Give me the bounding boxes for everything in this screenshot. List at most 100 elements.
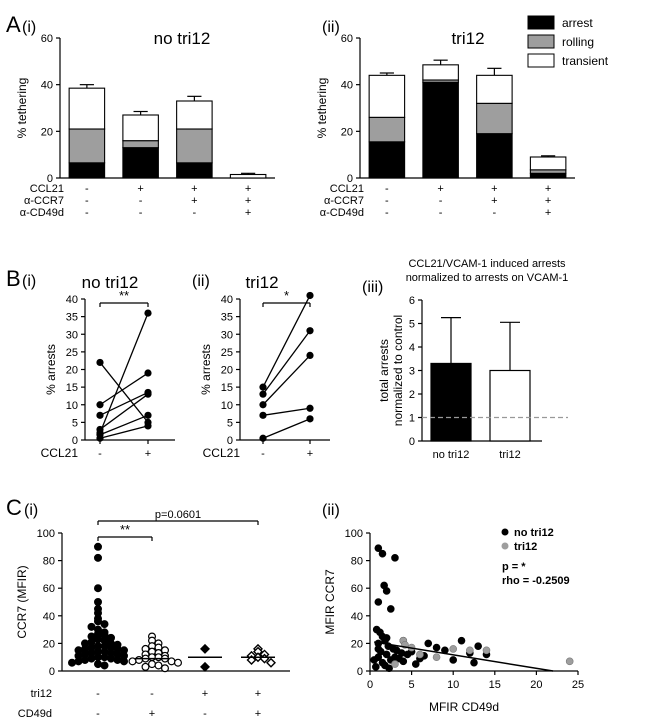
data-point-tri12 (416, 650, 424, 659)
data-point-diamond (200, 661, 210, 672)
data-point-circle (154, 653, 163, 662)
condition-symbol: + (245, 207, 251, 219)
data-point-no-tri12 (391, 554, 399, 562)
y-tick-label: 30 (66, 329, 78, 341)
data-point (306, 327, 314, 335)
data-point (96, 434, 104, 442)
x-tick-label: 20 (530, 679, 542, 691)
data-point-no-tri12 (470, 658, 478, 667)
y-axis-label: % arrests (44, 344, 58, 395)
bar-segment-transient (229, 173, 267, 179)
data-point (306, 404, 314, 412)
legend-swatch-arrest (527, 15, 555, 30)
comparison-label: p=0.0601 (155, 509, 201, 521)
y-tick-label: 40 (43, 611, 55, 623)
condition-symbol: - (385, 207, 389, 219)
data-point-circle (135, 655, 144, 664)
y-tick-label: 40 (351, 611, 363, 623)
data-point (306, 415, 314, 423)
x-tick-label: + (307, 448, 313, 460)
bar-segment-rolling (476, 102, 513, 135)
significance-label: ** (119, 288, 129, 303)
condition-symbol: + (437, 183, 443, 195)
data-point-circle (154, 661, 163, 670)
data-point-tri12 (565, 657, 574, 666)
data-point-circle (93, 617, 102, 626)
legend-marker-no-tri12 (501, 528, 509, 536)
data-point-circle (93, 660, 102, 669)
pair-line (99, 372, 149, 406)
data-point-no-tri12 (457, 636, 466, 645)
condition-symbol: - (193, 207, 197, 219)
data-point (259, 411, 267, 419)
condition-symbol: - (85, 195, 89, 207)
data-point-circle (161, 664, 170, 673)
y-tick-label: 20 (66, 365, 78, 377)
bar-0 (430, 362, 472, 442)
data-point-diamond (200, 643, 210, 654)
data-point-circle (93, 553, 102, 562)
data-point (259, 383, 267, 391)
condition-symbol: + (545, 195, 551, 207)
data-point-circle (80, 655, 89, 664)
condition-row-label: α-CCR7 (24, 195, 64, 207)
x-tick-label: 10 (447, 679, 459, 691)
y-tick-label: 0 (47, 173, 53, 185)
data-point-tri12 (449, 645, 458, 653)
y-tick-label: 20 (41, 126, 53, 138)
y-tick-label: 40 (66, 294, 78, 306)
panel-label-c-ii: (ii) (322, 502, 340, 519)
condition-symbol: - (439, 207, 443, 219)
condition-symbol: + (255, 708, 261, 720)
y-tick-label: 40 (41, 80, 53, 92)
panel-label-c-i: (i) (24, 502, 38, 519)
y-tick-label: 15 (221, 382, 233, 394)
data-point-no-tri12 (382, 587, 391, 595)
data-point-diamond (266, 657, 276, 668)
y-tick-label: 100 (345, 528, 363, 540)
y-tick-label: 80 (43, 556, 55, 568)
bar-segment-transient (422, 64, 459, 81)
chart-b-ii-tri12: 0 5 10 15 20 25 30 35 40 % arrests tri12 - + CCL21 * (199, 273, 330, 460)
data-point (144, 411, 152, 419)
condition-symbol: - (85, 183, 89, 195)
condition-row-label: CD49d (18, 708, 52, 720)
pair-line (262, 407, 311, 416)
data-point-circle (106, 654, 115, 663)
condition-symbol: + (137, 183, 143, 195)
data-point-diamond (246, 654, 257, 665)
bar-segment-arrest (529, 172, 567, 179)
pair-line (99, 393, 149, 430)
data-point-no-tri12 (372, 663, 380, 671)
y-tick-label: 0 (409, 436, 415, 448)
condition-row-label: α-CD49d (320, 207, 364, 219)
chart-title-line: normalized to arrests on VCAM-1 (406, 272, 569, 284)
legend-entry: no tri12 (514, 527, 554, 539)
y-axis-label-line: total arrests (377, 339, 391, 402)
bar-1 (489, 369, 531, 442)
data-point-no-tri12 (374, 544, 383, 552)
data-point-tri12 (466, 646, 474, 655)
panel-label-c: C (6, 495, 22, 520)
panel-label-a: A (6, 12, 21, 37)
y-tick-label: 3 (409, 366, 415, 378)
y-tick-label: 10 (66, 400, 78, 412)
data-point (306, 351, 314, 359)
data-point-circle (100, 620, 109, 629)
pair-line (262, 295, 311, 388)
condition-symbol: - (96, 708, 100, 720)
y-tick-label: 60 (43, 583, 55, 595)
pair-line (99, 414, 149, 436)
panel-label-b-iii: (iii) (362, 279, 383, 296)
data-point-circle (67, 658, 76, 667)
y-tick-label: 20 (341, 126, 353, 138)
y-tick-label: 0 (72, 435, 78, 447)
y-tick-label: 0 (227, 435, 233, 447)
y-tick-label: 60 (41, 33, 53, 45)
bar-segment-rolling (68, 128, 106, 164)
y-tick-label: 0 (347, 173, 353, 185)
data-point-tri12 (391, 660, 399, 668)
data-point-no-tri12 (424, 639, 433, 648)
y-tick-label: 0 (357, 666, 363, 678)
